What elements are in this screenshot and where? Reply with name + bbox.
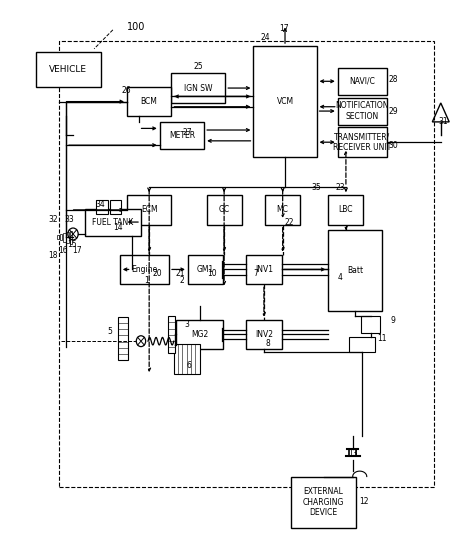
Text: Batt: Batt xyxy=(347,266,364,275)
Text: 20: 20 xyxy=(153,269,162,278)
Bar xyxy=(291,476,356,528)
Text: GM1: GM1 xyxy=(197,265,214,274)
Bar xyxy=(118,317,128,360)
Bar xyxy=(59,40,434,487)
Bar xyxy=(349,337,375,352)
Text: 17: 17 xyxy=(72,246,82,255)
Bar xyxy=(337,68,387,95)
Bar xyxy=(63,233,65,242)
Bar xyxy=(57,235,59,240)
Text: 35: 35 xyxy=(312,183,321,193)
Text: IGN SW: IGN SW xyxy=(184,84,213,92)
Bar xyxy=(60,234,62,241)
Text: 3: 3 xyxy=(184,321,189,329)
Text: Engine: Engine xyxy=(131,265,158,274)
Text: 100: 100 xyxy=(127,22,146,32)
Bar xyxy=(120,254,169,284)
Text: 14: 14 xyxy=(113,223,122,232)
Text: NOTIFICATION
SECTION: NOTIFICATION SECTION xyxy=(336,101,389,121)
Text: 30: 30 xyxy=(388,141,398,150)
Text: ECM: ECM xyxy=(141,205,157,214)
Text: 27: 27 xyxy=(182,128,191,137)
Text: 11: 11 xyxy=(377,334,387,343)
Bar xyxy=(337,97,387,125)
Bar xyxy=(127,87,172,117)
Text: 24: 24 xyxy=(260,33,270,43)
Bar xyxy=(97,200,108,214)
Text: 22: 22 xyxy=(285,218,294,226)
Bar xyxy=(160,122,204,149)
Text: 6: 6 xyxy=(187,361,191,370)
Text: 18: 18 xyxy=(49,251,58,260)
Bar xyxy=(328,230,382,311)
Text: 25: 25 xyxy=(194,62,203,71)
Text: 10: 10 xyxy=(207,269,217,278)
Text: LBC: LBC xyxy=(338,205,353,214)
Bar xyxy=(188,254,223,284)
Text: 4: 4 xyxy=(337,273,343,282)
Text: 32: 32 xyxy=(48,215,58,224)
Text: 34: 34 xyxy=(95,200,105,209)
Text: 7: 7 xyxy=(253,269,258,278)
Text: INV2: INV2 xyxy=(255,330,273,339)
Bar xyxy=(172,73,225,103)
Text: NAVI/C: NAVI/C xyxy=(349,77,375,86)
Text: MC: MC xyxy=(277,205,289,214)
Bar xyxy=(174,344,200,374)
Text: 8: 8 xyxy=(265,339,270,348)
Text: EXTERNAL
CHARGING
DEVICE: EXTERNAL CHARGING DEVICE xyxy=(303,487,344,517)
Bar xyxy=(168,316,175,353)
Text: INV1: INV1 xyxy=(255,265,273,274)
Bar xyxy=(176,319,223,350)
Text: 2: 2 xyxy=(180,276,184,285)
Text: 16: 16 xyxy=(58,246,68,255)
Text: 33: 33 xyxy=(64,215,74,224)
Bar xyxy=(85,208,141,236)
Bar xyxy=(127,195,172,225)
Text: 12: 12 xyxy=(360,497,369,507)
Text: 26: 26 xyxy=(122,86,131,95)
Text: MG2: MG2 xyxy=(191,330,208,339)
Bar xyxy=(254,46,317,157)
Text: 31: 31 xyxy=(438,118,448,126)
Text: 15: 15 xyxy=(67,240,77,249)
Bar xyxy=(246,319,282,350)
Text: 13: 13 xyxy=(348,449,358,458)
Text: GC: GC xyxy=(219,205,230,214)
Text: 21: 21 xyxy=(175,269,184,278)
Text: 29: 29 xyxy=(388,107,398,115)
Text: 28: 28 xyxy=(388,75,398,84)
Text: 1: 1 xyxy=(145,276,149,285)
Bar xyxy=(361,316,380,333)
Text: METER: METER xyxy=(169,131,195,140)
Text: TRANSMITTER/
RECEIVER UNIT: TRANSMITTER/ RECEIVER UNIT xyxy=(333,132,392,152)
Text: 23: 23 xyxy=(335,183,345,193)
Bar xyxy=(70,231,72,244)
Text: VCM: VCM xyxy=(276,97,293,106)
Bar xyxy=(109,200,121,214)
Text: VEHICLE: VEHICLE xyxy=(49,65,87,74)
Text: 17: 17 xyxy=(279,24,289,33)
Text: FUEL TANK: FUEL TANK xyxy=(92,218,134,226)
Text: 5: 5 xyxy=(107,327,112,336)
Bar xyxy=(36,51,101,87)
Bar xyxy=(207,195,242,225)
Text: BCM: BCM xyxy=(141,97,157,106)
Bar xyxy=(337,127,387,157)
Bar xyxy=(246,254,282,284)
Bar xyxy=(328,195,364,225)
Bar xyxy=(265,195,300,225)
Bar xyxy=(66,232,69,243)
Text: 9: 9 xyxy=(390,316,395,325)
